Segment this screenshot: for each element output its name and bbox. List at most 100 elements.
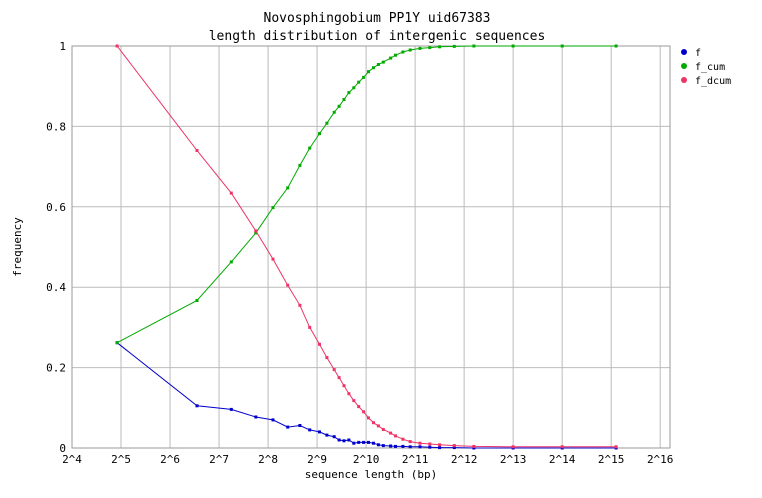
data-point-f_cum xyxy=(254,231,258,235)
series-line-f_dcum xyxy=(116,45,617,448)
data-point-f_dcum xyxy=(254,229,258,233)
data-point-f xyxy=(452,446,456,450)
data-point-f_cum xyxy=(408,48,412,52)
data-point-f_dcum xyxy=(337,376,341,380)
data-point-f_cum xyxy=(332,110,336,114)
data-point-f_dcum xyxy=(229,191,233,195)
data-point-f xyxy=(401,444,405,448)
data-point-f_dcum xyxy=(342,384,346,388)
data-point-f_cum xyxy=(428,46,432,50)
data-point-f_dcum xyxy=(325,356,329,360)
data-point-f_dcum xyxy=(357,405,361,409)
data-point-f_cum xyxy=(372,66,375,70)
plot-area xyxy=(71,45,671,449)
data-point-f_cum xyxy=(560,44,564,48)
y-tick-label: 1 xyxy=(59,40,66,53)
data-point-f xyxy=(357,440,361,444)
chart-subtitle: length distribution of intergenic sequen… xyxy=(209,29,546,44)
data-point-f xyxy=(362,440,366,444)
data-point-f xyxy=(325,433,329,437)
data-point-f xyxy=(195,404,199,408)
data-point-f_dcum xyxy=(362,410,366,414)
data-point-f xyxy=(298,424,302,427)
data-point-f xyxy=(342,439,346,443)
data-point-f_dcum xyxy=(381,428,385,431)
data-point-f xyxy=(394,444,397,448)
data-point-f_cum xyxy=(347,91,351,95)
data-point-f xyxy=(472,446,476,450)
data-point-f_cum xyxy=(286,186,290,190)
x-tick-label: 2^16 xyxy=(647,453,674,466)
series-layer xyxy=(115,44,618,450)
data-point-f xyxy=(438,446,442,450)
data-point-f_cum xyxy=(614,44,618,48)
data-point-f_dcum xyxy=(195,149,199,152)
grid xyxy=(72,46,670,448)
data-point-f_dcum xyxy=(352,399,356,403)
series-line-f xyxy=(116,342,617,449)
data-point-f_dcum xyxy=(367,416,370,420)
data-point-f xyxy=(337,438,341,442)
y-tick-label: 0.2 xyxy=(46,362,66,375)
y-tick-label: 0 xyxy=(59,442,66,455)
legend-label-f_dcum: f_dcum xyxy=(695,76,731,87)
data-point-f_cum xyxy=(438,45,442,49)
data-point-f_dcum xyxy=(308,325,312,329)
x-tick-label: 2^11 xyxy=(402,453,429,466)
data-point-f_dcum xyxy=(271,257,275,261)
data-point-f xyxy=(352,441,356,445)
data-point-f xyxy=(271,418,275,422)
data-point-f xyxy=(381,444,385,448)
x-tick-labels: 2^4 2^5 2^6 2^7 2^8 2^9 2^10 2^11 2^12 2^13 2^14 2^… xyxy=(62,453,673,466)
data-point-f_cum xyxy=(337,104,341,108)
data-point-f_cum xyxy=(271,206,275,210)
x-tick-label: 2^10 xyxy=(353,453,380,466)
data-point-f_cum xyxy=(318,132,321,136)
data-point-f_cum xyxy=(357,80,361,84)
data-point-f_cum xyxy=(394,53,397,57)
legend: f f_cum f_dcum xyxy=(681,48,731,87)
data-point-f_cum xyxy=(362,75,366,79)
x-tick-label: 2^15 xyxy=(598,453,625,466)
data-point-f_cum xyxy=(401,50,405,54)
data-point-f_cum xyxy=(511,44,515,48)
chart-title: Novosphingobium PP1Y uid67383 xyxy=(264,11,491,26)
data-point-f_cum xyxy=(195,299,199,302)
data-point-f_cum xyxy=(381,60,385,64)
data-point-f xyxy=(286,425,290,429)
legend-label-f_cum: f_cum xyxy=(695,62,725,73)
y-axis-label: frequency xyxy=(11,217,24,277)
data-point-f xyxy=(332,435,336,439)
x-tick-label: 2^14 xyxy=(549,453,576,466)
data-point-f xyxy=(318,430,321,434)
y-tick-label: 0.4 xyxy=(46,281,66,294)
data-point-f_dcum xyxy=(298,303,302,307)
data-point-f_dcum xyxy=(332,368,336,372)
data-point-f_cum xyxy=(376,63,380,66)
data-point-f xyxy=(428,445,432,449)
data-point-f xyxy=(372,441,375,445)
data-point-f_dcum xyxy=(376,424,380,428)
data-point-f_dcum xyxy=(418,441,422,445)
x-tick-label: 2^7 xyxy=(209,453,229,466)
data-point-f_cum xyxy=(115,341,119,345)
data-point-f_cum xyxy=(229,260,233,264)
data-point-f_dcum xyxy=(428,442,432,446)
data-point-f_cum xyxy=(308,146,312,150)
data-point-f_cum xyxy=(352,86,356,90)
x-tick-label: 2^8 xyxy=(258,453,278,466)
data-point-f_dcum xyxy=(452,444,456,448)
data-point-f xyxy=(229,407,233,411)
data-point-f_cum xyxy=(367,70,370,74)
data-point-f_dcum xyxy=(347,392,351,396)
x-tick-label: 2^6 xyxy=(160,453,180,466)
x-tick-label: 2^4 xyxy=(62,453,82,466)
data-point-f_cum xyxy=(342,98,346,101)
data-point-f_dcum xyxy=(318,342,321,346)
data-point-f xyxy=(347,438,351,442)
data-point-f xyxy=(376,443,380,447)
x-tick-label: 2^5 xyxy=(111,453,131,466)
data-point-f xyxy=(254,415,258,419)
series-line-f_cum xyxy=(116,45,617,344)
data-point-f_dcum xyxy=(389,431,393,435)
